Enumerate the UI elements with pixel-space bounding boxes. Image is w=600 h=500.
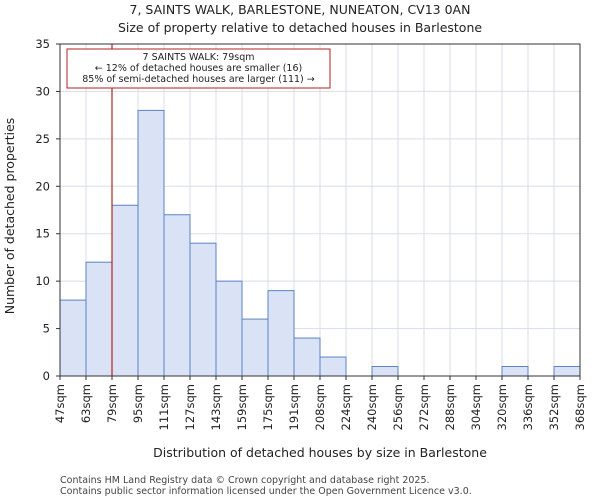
x-tick-label-4: 111sqm	[157, 384, 171, 430]
bar-111sqm	[163, 214, 191, 377]
bar-175sqm	[267, 290, 295, 377]
bar-320sqm	[501, 366, 529, 377]
annotation-line-2: ← 12% of detached houses are smaller (16…	[95, 63, 302, 74]
bar-240sqm	[371, 366, 399, 377]
bar-127sqm	[189, 242, 217, 377]
y-tick-label-7: 35	[35, 37, 50, 51]
x-tick-layer: 47sqm 63sqm 79sqm 95sqm 111sqm 127sqm 143sqm 15…	[53, 376, 587, 430]
annotation-frame	[66, 48, 331, 89]
bar-159sqm	[241, 318, 269, 377]
x-tick-label-5: 127sqm	[183, 384, 197, 430]
x-tick-label-16: 304sqm	[469, 384, 483, 430]
x-tick-label-3: 95sqm	[131, 384, 145, 423]
y-tick-label-4: 20	[35, 179, 50, 193]
bar-47sqm	[59, 299, 87, 377]
y-tick-label-3: 15	[35, 227, 50, 241]
y-tick-label-0: 0	[43, 369, 50, 383]
x-tick-label-9: 191sqm	[287, 384, 301, 430]
x-tick-label-18: 336sqm	[521, 384, 535, 430]
y-tick-label-6: 30	[35, 84, 50, 98]
annotation-line-3: 85% of semi-detached houses are larger (…	[82, 74, 315, 85]
chart-subtitle: Size of property relative to detached ho…	[118, 20, 482, 35]
x-axis-label: Distribution of detached houses by size …	[153, 445, 487, 460]
y-axis-label: Number of detached properties	[2, 118, 17, 315]
y-tick-label-5: 25	[35, 132, 50, 146]
x-tick-label-8: 175sqm	[261, 384, 275, 430]
bar-352sqm	[553, 366, 581, 377]
x-tick-label-2: 79sqm	[105, 384, 119, 423]
x-tick-label-20: 368sqm	[573, 384, 587, 430]
x-tick-label-11: 224sqm	[339, 384, 353, 430]
x-tick-label-12: 240sqm	[365, 384, 379, 430]
bar-layer	[59, 109, 581, 377]
bar-63sqm	[85, 261, 113, 377]
bar-79sqm	[111, 204, 139, 377]
chart-title: 7, SAINTS WALK, BARLESTONE, NUNEATON, CV…	[130, 2, 471, 17]
bar-208sqm	[319, 356, 347, 377]
x-tick-label-6: 143sqm	[209, 384, 223, 430]
x-tick-label-17: 320sqm	[495, 384, 509, 430]
y-tick-layer: 0 5 10 15 20 25 30 35	[35, 37, 60, 383]
annotation-box: 7 SAINTS WALK: 79sqm ← 12% of detached h…	[66, 48, 331, 89]
bar-191sqm	[293, 337, 321, 377]
x-tick-label-13: 256sqm	[391, 384, 405, 430]
x-tick-label-14: 272sqm	[417, 384, 431, 430]
y-tick-label-2: 10	[35, 274, 50, 288]
x-tick-label-19: 352sqm	[547, 384, 561, 430]
x-tick-label-15: 288sqm	[443, 384, 457, 430]
bar-143sqm	[215, 280, 243, 377]
annotation-line-1: 7 SAINTS WALK: 79sqm	[143, 52, 255, 63]
bar-95sqm	[137, 109, 165, 377]
footer-line-1: Contains HM Land Registry data © Crown c…	[60, 475, 430, 486]
x-tick-label-7: 159sqm	[235, 384, 249, 430]
x-tick-label-10: 208sqm	[313, 384, 327, 430]
x-tick-label-1: 63sqm	[79, 384, 93, 423]
footer-line-2: Contains public sector information licen…	[60, 486, 472, 497]
y-tick-label-1: 5	[43, 322, 50, 336]
x-tick-label-0: 47sqm	[53, 384, 67, 423]
